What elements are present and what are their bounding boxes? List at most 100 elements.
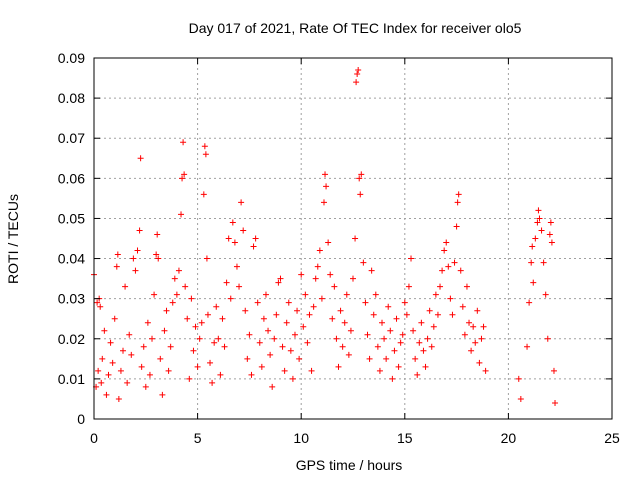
data-point [194, 363, 201, 370]
data-point [273, 311, 280, 318]
data-point [343, 291, 350, 298]
data-point [536, 215, 543, 222]
y-tick-label: 0.08 [58, 90, 85, 106]
data-point [397, 339, 404, 346]
data-point [447, 295, 454, 302]
data-point [532, 235, 539, 242]
data-point [546, 231, 553, 238]
data-point [137, 155, 144, 162]
y-tick-label: 0.09 [58, 50, 85, 66]
data-point [420, 347, 427, 354]
data-point [364, 331, 371, 338]
data-point [312, 275, 319, 282]
data-point [269, 383, 276, 390]
data-point [153, 251, 160, 258]
data-point [155, 255, 162, 262]
data-point [428, 343, 435, 350]
data-point [95, 367, 102, 374]
data-point [233, 263, 240, 270]
data-point [310, 303, 317, 310]
data-point [552, 399, 559, 406]
data-point [314, 263, 321, 270]
data-point [399, 331, 406, 338]
data-point [144, 319, 151, 326]
chart-title: Day 017 of 2021, Rate Of TEC Index for r… [189, 20, 522, 36]
data-point [225, 235, 232, 242]
data-point [360, 259, 367, 266]
data-point [101, 327, 108, 334]
y-tick-label: 0.06 [58, 170, 85, 186]
data-point [267, 351, 274, 358]
data-point [430, 323, 437, 330]
data-point [126, 331, 133, 338]
data-point [242, 307, 249, 314]
data-point [354, 71, 361, 78]
data-point [356, 175, 363, 182]
data-point [128, 351, 135, 358]
data-point [117, 367, 124, 374]
data-point [103, 391, 110, 398]
data-point [524, 343, 531, 350]
data-point [323, 183, 330, 190]
data-point [136, 227, 143, 234]
data-point [296, 355, 303, 362]
data-point [163, 307, 170, 314]
data-point [372, 291, 379, 298]
y-tick-label: 0.04 [58, 251, 85, 267]
data-point [294, 307, 301, 314]
data-point [538, 227, 545, 234]
data-point [405, 283, 412, 290]
data-point [306, 311, 313, 318]
data-point [441, 247, 448, 254]
data-point [165, 367, 172, 374]
data-point [231, 239, 238, 246]
data-point [352, 235, 359, 242]
data-point [217, 371, 224, 378]
data-point [252, 235, 259, 242]
data-point [138, 363, 145, 370]
data-point [109, 359, 116, 366]
data-point [207, 359, 214, 366]
data-point [209, 379, 216, 386]
data-point [528, 259, 535, 266]
y-tick-label: 0.05 [58, 210, 85, 226]
data-point [366, 355, 373, 362]
data-point [173, 291, 180, 298]
data-point [142, 383, 149, 390]
data-point [540, 259, 547, 266]
data-point [548, 239, 555, 246]
data-point [474, 307, 481, 314]
data-point [457, 267, 464, 274]
data-point [468, 347, 475, 354]
data-point [534, 219, 541, 226]
data-point [122, 283, 129, 290]
data-point [391, 347, 398, 354]
data-point [362, 299, 369, 306]
y-tick-label: 0.01 [58, 371, 85, 387]
data-point [248, 371, 255, 378]
data-point [246, 331, 253, 338]
data-point [443, 239, 450, 246]
data-point [213, 303, 220, 310]
data-point [318, 295, 325, 302]
axis-ticks: 0 5 10 15 20 25 0 0.01 0.02 0.03 0.04 0.05 0.06 0.07 0… [58, 50, 620, 446]
data-point [201, 143, 208, 150]
data-point [298, 271, 305, 278]
data-point [250, 243, 257, 250]
data-point [347, 327, 354, 334]
data-point [383, 355, 390, 362]
data-point [186, 375, 193, 382]
data-point [461, 331, 468, 338]
data-point [341, 319, 348, 326]
data-point [426, 307, 433, 314]
data-point [355, 67, 362, 74]
data-point [182, 283, 189, 290]
data-point [368, 267, 375, 274]
data-point [132, 267, 139, 274]
data-point [412, 355, 419, 362]
data-point [291, 331, 298, 338]
data-point [113, 263, 120, 270]
data-point [542, 291, 549, 298]
data-point [466, 319, 473, 326]
